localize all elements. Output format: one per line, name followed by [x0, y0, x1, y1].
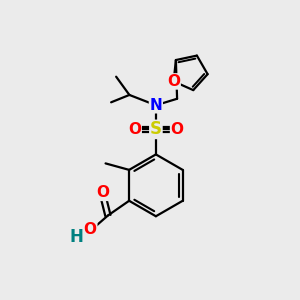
Text: O: O	[96, 185, 109, 200]
Text: N: N	[149, 98, 162, 113]
Text: O: O	[84, 222, 97, 237]
Text: S: S	[150, 120, 162, 138]
Text: O: O	[167, 74, 180, 89]
Text: O: O	[128, 122, 141, 137]
Text: O: O	[171, 122, 184, 137]
Text: H: H	[70, 228, 83, 246]
